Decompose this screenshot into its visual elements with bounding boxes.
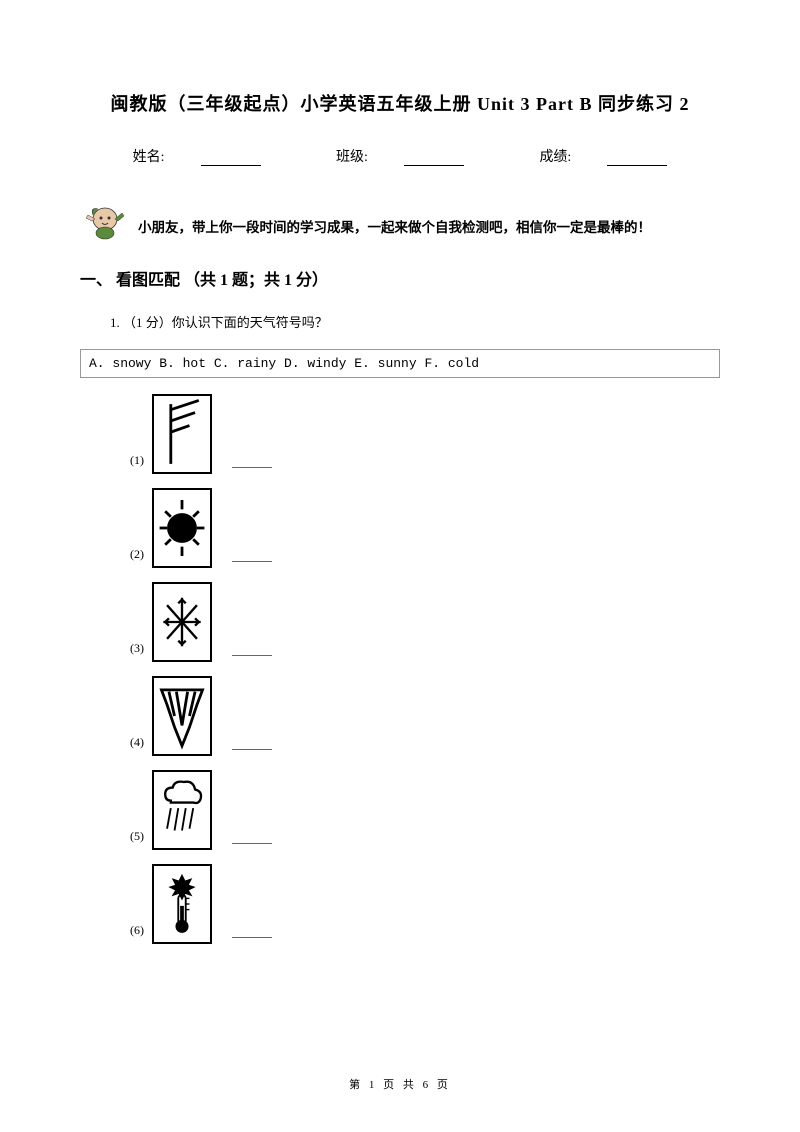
item-num: (5): [130, 829, 144, 850]
page-footer: 第 1 页 共 6 页: [0, 1076, 800, 1092]
item-row: (6): [130, 864, 720, 944]
item-num: (4): [130, 735, 144, 756]
header-fields: 姓名: 班级: 成绩:: [80, 146, 720, 166]
answer-blank[interactable]: [232, 550, 272, 562]
items-list: (1) (2): [130, 394, 720, 944]
item-num: (2): [130, 547, 144, 568]
name-blank[interactable]: [201, 152, 261, 166]
answer-blank[interactable]: [232, 832, 272, 844]
weather-icon-sunny: [152, 488, 212, 568]
item-row: (5): [130, 770, 720, 850]
class-blank[interactable]: [404, 152, 464, 166]
score-blank[interactable]: [607, 152, 667, 166]
weather-icon-windy: [152, 394, 212, 474]
options-box: A. snowy B. hot C. rainy D. windy E. sun…: [80, 349, 720, 378]
item-row: (1): [130, 394, 720, 474]
item-row: (2): [130, 488, 720, 568]
item-row: (4): [130, 676, 720, 756]
score-label: 成绩:: [539, 150, 571, 165]
encouragement-row: 小朋友，带上你一段时间的学习成果，一起来做个自我检测吧，相信你一定是最棒的！: [80, 201, 720, 241]
answer-blank[interactable]: [232, 738, 272, 750]
encouragement-text: 小朋友，带上你一段时间的学习成果，一起来做个自我检测吧，相信你一定是最棒的！: [138, 217, 651, 241]
name-label: 姓名:: [133, 150, 165, 165]
weather-icon-hot: [152, 864, 212, 944]
weather-icon-rainy: [152, 770, 212, 850]
question-1: 1. （1 分）你认识下面的天气符号吗？: [110, 312, 720, 331]
answer-blank[interactable]: [232, 456, 272, 468]
section-1-title: 一、 看图匹配 （共 1 题；共 1 分）: [80, 266, 720, 290]
item-num: (1): [130, 453, 144, 474]
mascot-icon: [80, 201, 130, 241]
answer-blank[interactable]: [232, 644, 272, 656]
answer-blank[interactable]: [232, 926, 272, 938]
item-row: (3): [130, 582, 720, 662]
class-label: 班级:: [336, 150, 368, 165]
weather-icon-cold: [152, 676, 212, 756]
weather-icon-snowy: [152, 582, 212, 662]
item-num: (6): [130, 923, 144, 944]
item-num: (3): [130, 641, 144, 662]
page-title: 闽教版（三年级起点）小学英语五年级上册 Unit 3 Part B 同步练习 2: [80, 90, 720, 116]
